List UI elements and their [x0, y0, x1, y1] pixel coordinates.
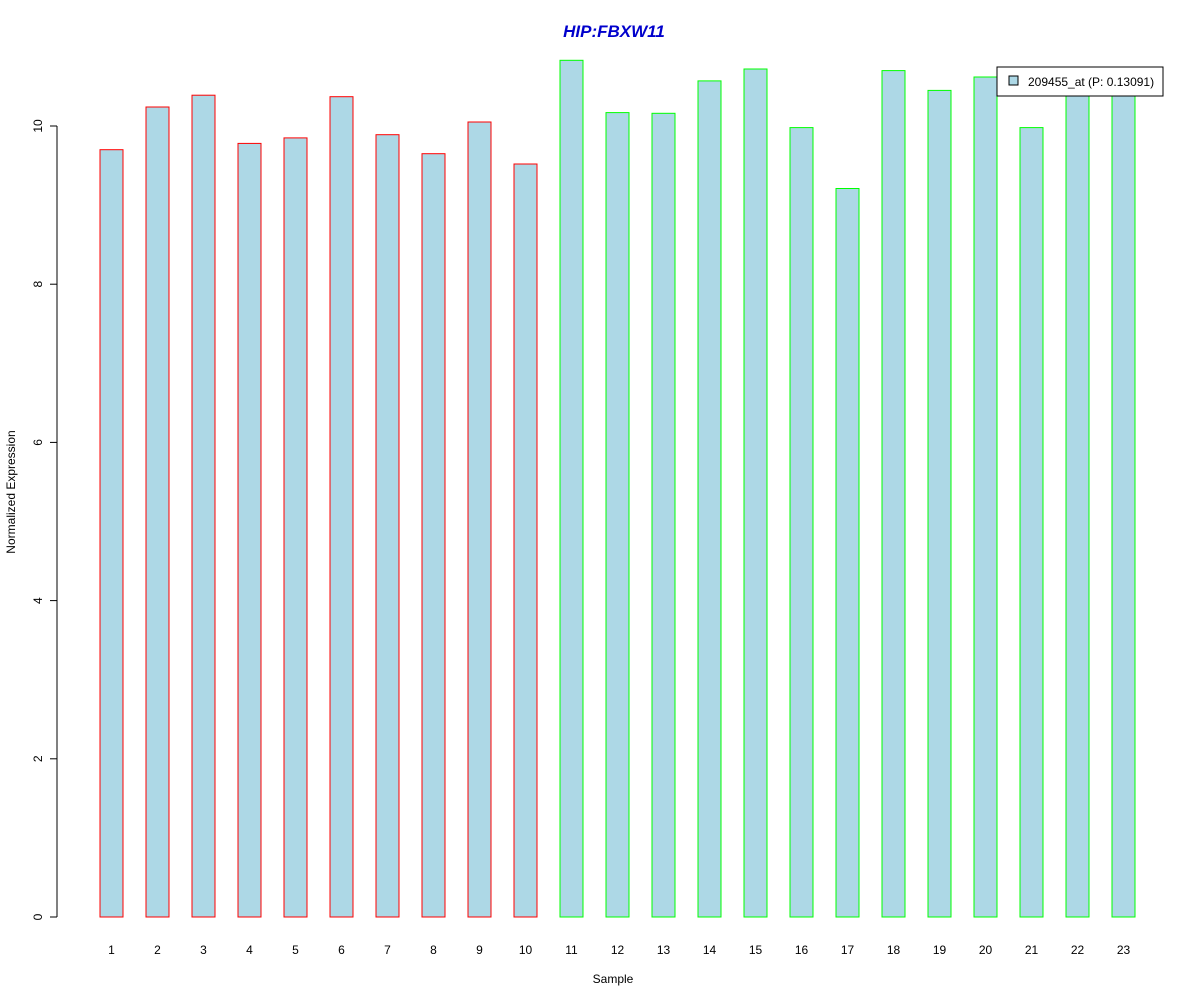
bar-sample-4 — [237, 142, 262, 918]
bar-sample-19 — [927, 89, 952, 918]
bar-sample-2 — [145, 106, 170, 918]
bar-sample-3 — [191, 94, 216, 918]
x-tick-label: 21 — [1025, 943, 1039, 957]
x-tick-label: 11 — [565, 943, 578, 957]
bar-sample-14 — [697, 80, 722, 918]
x-tick-label: 17 — [841, 943, 855, 957]
bars — [99, 59, 1136, 918]
x-axis-label: Sample — [593, 972, 634, 986]
bar-sample-8 — [421, 153, 446, 918]
bar-sample-7 — [375, 134, 400, 918]
x-tick-label: 14 — [703, 943, 717, 957]
bar-sample-20 — [973, 76, 998, 918]
x-tick-label: 5 — [292, 943, 299, 957]
y-tick-label: 8 — [31, 281, 45, 288]
bar-sample-16 — [789, 127, 814, 918]
legend-box — [996, 66, 1164, 97]
x-tick-label: 9 — [476, 943, 483, 957]
bar-sample-23 — [1111, 87, 1136, 918]
x-tick-label: 16 — [795, 943, 809, 957]
x-tick-label: 15 — [749, 943, 763, 957]
bar-sample-1 — [99, 149, 124, 918]
bar-sample-15 — [743, 68, 768, 918]
x-tick-label: 10 — [519, 943, 533, 957]
x-tick-label: 7 — [384, 943, 391, 957]
x-tick-label: 18 — [887, 943, 901, 957]
x-tick-label: 19 — [933, 943, 947, 957]
bar-sample-17 — [835, 188, 860, 918]
y-tick-label: 10 — [31, 119, 45, 133]
y-tick-label: 6 — [31, 439, 45, 446]
x-tick-label: 1 — [108, 943, 115, 957]
bar-sample-18 — [881, 70, 906, 918]
bar-sample-5 — [283, 137, 308, 918]
legend: 209455_at (P: 0.13091) — [996, 66, 1164, 97]
x-tick-labels: 1 2 3 4 5 6 7 8 9 10 11 12 13 14 15 16 17 18 19 20 21 22 23 — [108, 943, 1130, 957]
bar-sample-11 — [559, 59, 584, 918]
y-axis-label: Normalized Expression — [4, 430, 18, 553]
x-tick-label: 23 — [1117, 943, 1131, 957]
x-tick-label: 8 — [430, 943, 437, 957]
x-tick-label: 12 — [611, 943, 625, 957]
x-tick-label: 13 — [657, 943, 671, 957]
legend-swatch — [1008, 75, 1019, 86]
x-tick-label: 3 — [200, 943, 207, 957]
y-axis: 0 2 4 6 8 10 — [31, 119, 58, 920]
bar-sample-22 — [1065, 93, 1090, 918]
legend-label: 209455_at (P: 0.13091) — [1028, 75, 1154, 89]
bar-sample-6 — [329, 96, 354, 918]
bar-sample-9 — [467, 121, 492, 918]
x-tick-label: 20 — [979, 943, 993, 957]
x-tick-label: 6 — [338, 943, 345, 957]
bar-sample-12 — [605, 112, 630, 918]
y-tick-label: 0 — [31, 913, 45, 920]
y-tick-label: 4 — [31, 597, 45, 604]
x-tick-label: 22 — [1071, 943, 1085, 957]
y-tick-label: 2 — [31, 755, 45, 762]
chart-title: HIP:FBXW11 — [563, 22, 665, 41]
x-tick-label: 2 — [154, 943, 161, 957]
bar-sample-13 — [651, 112, 676, 918]
bar-sample-10 — [513, 163, 538, 918]
bar-sample-21 — [1019, 127, 1044, 918]
x-tick-label: 4 — [246, 943, 253, 957]
